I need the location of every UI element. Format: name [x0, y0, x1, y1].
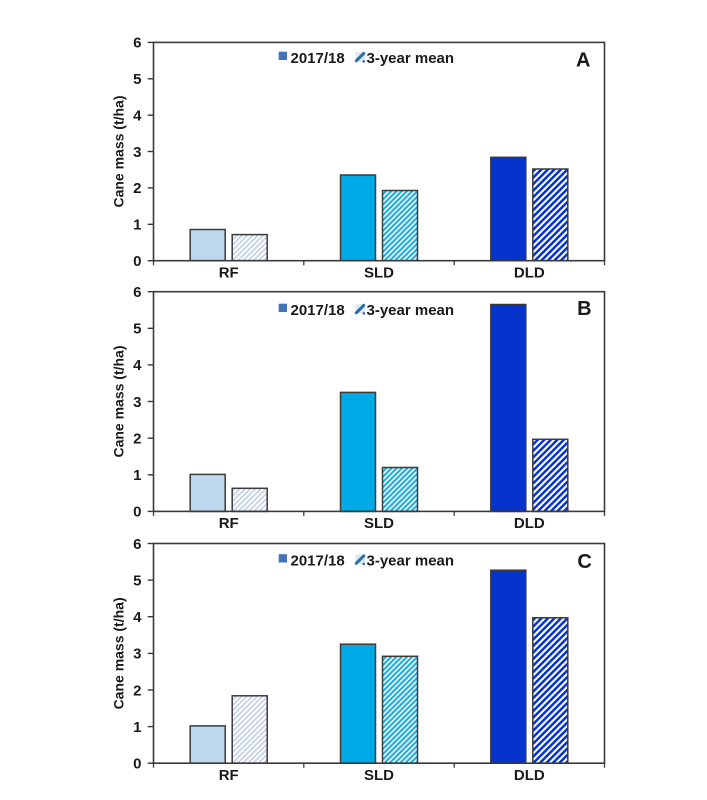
- svg-text:2017/18: 2017/18: [291, 50, 345, 67]
- svg-text:2017/18: 2017/18: [291, 302, 345, 319]
- svg-text:0: 0: [133, 504, 141, 521]
- svg-text:3-year mean: 3-year mean: [367, 553, 455, 570]
- svg-text:Cane mass (t/ha): Cane mass (t/ha): [111, 597, 127, 709]
- svg-text:2017/18: 2017/18: [291, 553, 345, 570]
- svg-text:SLD: SLD: [364, 515, 394, 532]
- svg-text:3: 3: [133, 646, 141, 663]
- svg-text:0: 0: [133, 756, 141, 773]
- svg-text:1: 1: [133, 719, 141, 736]
- svg-text:DLD: DLD: [514, 265, 545, 282]
- svg-text:C: C: [577, 551, 591, 573]
- svg-text:4: 4: [133, 357, 142, 374]
- svg-text:SLD: SLD: [364, 265, 394, 282]
- svg-text:Cane mass (t/ha): Cane mass (t/ha): [111, 95, 127, 207]
- svg-text:3-year mean: 3-year mean: [367, 302, 455, 319]
- svg-text:B: B: [577, 298, 591, 320]
- svg-text:2: 2: [133, 180, 141, 197]
- svg-text:RF: RF: [219, 767, 239, 784]
- svg-text:4: 4: [133, 609, 142, 626]
- svg-text:2: 2: [133, 682, 141, 699]
- svg-text:Cane mass (t/ha): Cane mass (t/ha): [111, 345, 127, 457]
- svg-text:3: 3: [133, 394, 141, 411]
- svg-text:2: 2: [133, 431, 141, 448]
- svg-text:RF: RF: [219, 265, 239, 282]
- svg-text:A: A: [576, 50, 590, 72]
- svg-text:6: 6: [133, 284, 141, 301]
- svg-text:DLD: DLD: [514, 767, 545, 784]
- svg-text:1: 1: [133, 467, 141, 484]
- svg-text:RF: RF: [219, 515, 239, 532]
- svg-text:5: 5: [133, 572, 141, 589]
- svg-text:DLD: DLD: [514, 515, 545, 532]
- svg-text:6: 6: [133, 536, 141, 553]
- svg-text:3: 3: [133, 144, 141, 161]
- svg-text:0: 0: [133, 253, 141, 270]
- svg-text:3-year mean: 3-year mean: [367, 50, 455, 67]
- svg-text:6: 6: [133, 35, 141, 52]
- svg-text:5: 5: [133, 321, 141, 338]
- svg-text:5: 5: [133, 71, 141, 88]
- svg-text:1: 1: [133, 217, 141, 234]
- svg-text:4: 4: [133, 108, 142, 125]
- svg-text:SLD: SLD: [364, 767, 394, 784]
